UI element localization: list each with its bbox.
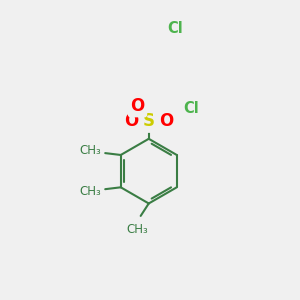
- Text: CH₃: CH₃: [79, 144, 101, 157]
- Text: O: O: [130, 97, 145, 115]
- Text: Cl: Cl: [167, 21, 183, 36]
- Text: Cl: Cl: [183, 101, 199, 116]
- Text: CH₃: CH₃: [79, 185, 101, 198]
- Text: S: S: [143, 112, 155, 130]
- Text: O: O: [159, 112, 173, 130]
- Text: CH₃: CH₃: [127, 224, 148, 236]
- Text: O: O: [124, 112, 139, 130]
